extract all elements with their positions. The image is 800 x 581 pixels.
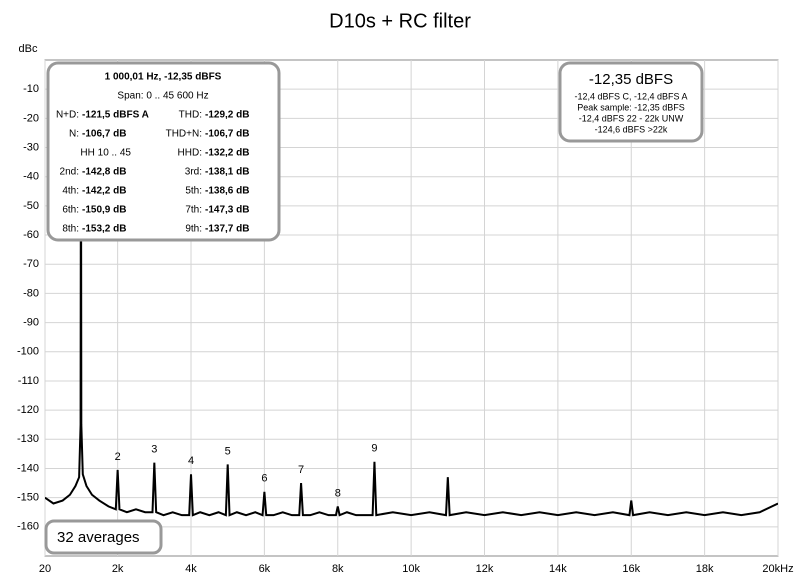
info-value: -147,3 dB [205, 205, 249, 216]
info-value: -121,5 dBFS A [82, 110, 149, 121]
averages-label: 32 averages [57, 529, 140, 546]
info-value: -106,7 dB [82, 129, 126, 140]
y-tick-label: -90 [23, 316, 39, 328]
info-label: HH 10 .. 45 [80, 148, 131, 159]
y-tick-label: -140 [17, 462, 39, 474]
info-label: N: [69, 129, 79, 140]
y-tick-label: -80 [23, 287, 39, 299]
info-value: -138,1 dB [205, 167, 249, 178]
info-label: 3rd: [185, 167, 202, 178]
info-label: 6th: [62, 205, 79, 216]
info-value: -137,7 dB [205, 224, 249, 235]
info-label: 9th: [185, 224, 202, 235]
harmonic-label: 6 [261, 473, 267, 485]
info-value: -150,9 dB [82, 205, 126, 216]
y-tick-label: -110 [18, 375, 39, 387]
y-tick-label: -50 [23, 200, 39, 212]
harmonic-label: 4 [188, 455, 194, 467]
info-value: -142,2 dB [82, 186, 126, 197]
y-tick-label: -60 [23, 229, 39, 241]
info-header: Span: 0 .. 45 600 Hz [117, 91, 208, 102]
harmonic-label: 9 [371, 443, 377, 455]
x-tick-label: 14k [549, 563, 567, 575]
info-box [46, 61, 281, 242]
info-label: 4th: [62, 186, 79, 197]
harmonic-label: 2 [115, 451, 121, 463]
info-label: THD+N: [166, 129, 202, 140]
y-tick-label: -30 [23, 141, 39, 153]
averages-box [44, 519, 163, 555]
info-value: -142,8 dB [82, 167, 126, 178]
level-title: -12,35 dBFS [589, 71, 673, 88]
harmonic-label: 7 [298, 464, 304, 476]
info-value: -138,6 dB [205, 186, 249, 197]
y-tick-label: -100 [17, 346, 39, 358]
level-line: Peak sample: -12,35 dBFS [577, 102, 685, 112]
level-line: -12,4 dBFS 22 - 22k UNW [579, 113, 684, 123]
info-label: 7th: [185, 205, 202, 216]
y-tick-label: -130 [17, 433, 39, 445]
info-label: HHD: [178, 148, 202, 159]
level-line: -124,6 dBFS >22k [595, 124, 668, 134]
info-value: -106,7 dB [205, 129, 249, 140]
info-value: -153,2 dB [82, 224, 126, 235]
x-tick-label: 2k [112, 563, 124, 575]
x-tick-label: 8k [332, 563, 344, 575]
harmonic-label: 8 [335, 487, 341, 499]
y-tick-label: -160 [17, 521, 39, 533]
info-header: 1 000,01 Hz, -12,35 dBFS [105, 72, 222, 83]
level-line: -12,4 dBFS C, -12,4 dBFS A [574, 91, 687, 101]
y-tick-label: -150 [17, 492, 39, 504]
y-tick-label: -70 [23, 258, 39, 270]
info-label: 8th: [62, 224, 79, 235]
x-tick-label: 10k [402, 563, 420, 575]
x-tick-label: 12k [476, 563, 494, 575]
x-tick-label: 20 [39, 563, 51, 575]
info-label: 5th: [185, 186, 202, 197]
x-tick-label: 20kHz [762, 563, 793, 575]
info-label: N+D: [56, 110, 79, 121]
y-axis-label: dBc [19, 43, 38, 55]
y-tick-label: -120 [17, 404, 39, 416]
x-tick-label: 16k [622, 563, 640, 575]
y-tick-label: -40 [23, 171, 39, 183]
spectrum-line [45, 62, 778, 517]
info-value: -132,2 dB [205, 148, 249, 159]
level-box [558, 61, 704, 143]
x-tick-label: 4k [185, 563, 197, 575]
harmonic-label: 5 [225, 445, 231, 457]
y-tick-label: -20 [23, 112, 39, 124]
info-value: -129,2 dB [205, 110, 249, 121]
info-label: THD: [179, 110, 202, 121]
harmonic-label: 3 [151, 444, 157, 456]
chart-title: D10s + RC filter [329, 10, 471, 32]
info-label: 2nd: [60, 167, 79, 178]
y-tick-label: -10 [23, 83, 39, 95]
x-tick-label: 18k [696, 563, 714, 575]
x-tick-label: 6k [259, 563, 271, 575]
